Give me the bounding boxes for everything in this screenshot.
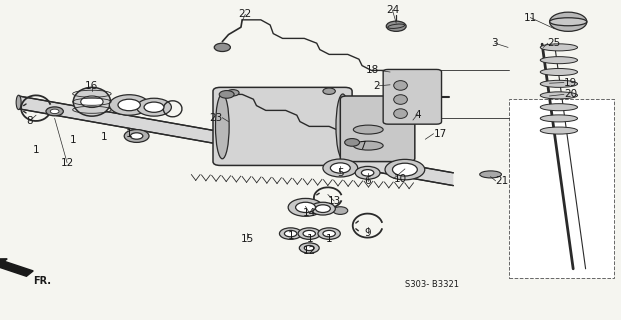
Text: 13: 13: [327, 196, 341, 206]
Circle shape: [323, 159, 358, 177]
Ellipse shape: [16, 95, 21, 109]
Circle shape: [323, 88, 335, 94]
Text: 25: 25: [548, 38, 561, 48]
Text: 1: 1: [70, 135, 76, 145]
Ellipse shape: [540, 68, 578, 76]
Text: 17: 17: [433, 129, 446, 139]
Ellipse shape: [540, 92, 578, 99]
Circle shape: [279, 228, 302, 239]
Text: 2: 2: [373, 81, 379, 91]
FancyBboxPatch shape: [340, 96, 415, 162]
FancyBboxPatch shape: [383, 69, 442, 124]
Circle shape: [310, 202, 335, 215]
Ellipse shape: [480, 171, 502, 178]
Text: 22: 22: [238, 9, 252, 20]
Circle shape: [361, 170, 374, 176]
Text: 7: 7: [359, 140, 366, 151]
Ellipse shape: [394, 95, 407, 104]
FancyArrow shape: [0, 259, 33, 276]
Ellipse shape: [394, 81, 407, 90]
Circle shape: [81, 96, 103, 108]
Text: 23: 23: [209, 113, 222, 123]
Ellipse shape: [540, 44, 578, 51]
Circle shape: [355, 166, 380, 179]
FancyBboxPatch shape: [213, 87, 352, 165]
Circle shape: [144, 102, 164, 112]
Text: S303- B3321: S303- B3321: [405, 280, 459, 289]
Text: 24: 24: [386, 5, 399, 15]
Ellipse shape: [540, 104, 578, 111]
Circle shape: [118, 99, 140, 111]
Circle shape: [323, 230, 335, 237]
Text: 1: 1: [33, 145, 39, 155]
Text: 20: 20: [564, 89, 577, 100]
Ellipse shape: [353, 141, 383, 150]
Bar: [509, 99, 614, 278]
Text: 19: 19: [564, 77, 577, 88]
Text: 18: 18: [366, 65, 379, 76]
Circle shape: [227, 90, 239, 96]
Circle shape: [46, 107, 63, 116]
Circle shape: [333, 207, 348, 214]
Ellipse shape: [550, 18, 587, 26]
Ellipse shape: [540, 57, 578, 64]
Text: 6: 6: [365, 176, 371, 186]
Circle shape: [219, 91, 234, 98]
Circle shape: [284, 230, 297, 237]
Text: 8: 8: [27, 116, 33, 126]
Circle shape: [330, 163, 350, 173]
Ellipse shape: [215, 94, 229, 159]
Text: 9: 9: [365, 228, 371, 238]
Polygon shape: [19, 96, 453, 186]
Circle shape: [298, 228, 320, 239]
Circle shape: [315, 205, 330, 212]
Text: 1: 1: [307, 234, 313, 244]
Text: 16: 16: [85, 81, 99, 91]
Circle shape: [318, 228, 340, 239]
Circle shape: [124, 130, 149, 142]
Text: 12: 12: [60, 157, 74, 168]
Text: 1: 1: [288, 231, 294, 241]
Ellipse shape: [540, 80, 578, 87]
Ellipse shape: [394, 109, 407, 118]
Circle shape: [550, 12, 587, 31]
Circle shape: [299, 243, 319, 253]
Text: 5: 5: [337, 168, 343, 179]
Circle shape: [130, 133, 143, 139]
Text: 11: 11: [524, 12, 537, 23]
Text: 1: 1: [326, 234, 332, 244]
Circle shape: [386, 21, 406, 31]
Circle shape: [303, 230, 315, 237]
Text: 4: 4: [414, 109, 420, 120]
Text: 3: 3: [492, 38, 498, 48]
Circle shape: [392, 163, 417, 176]
Ellipse shape: [540, 127, 578, 134]
Text: 1: 1: [126, 129, 132, 139]
Text: FR.: FR.: [33, 276, 51, 286]
Text: 15: 15: [240, 234, 254, 244]
Circle shape: [50, 109, 59, 114]
Circle shape: [385, 159, 425, 180]
Ellipse shape: [540, 115, 578, 122]
Text: 14: 14: [302, 208, 316, 218]
Circle shape: [345, 139, 360, 146]
Text: 1: 1: [101, 132, 107, 142]
Text: 21: 21: [496, 176, 509, 186]
Text: 10: 10: [394, 173, 407, 184]
Circle shape: [137, 98, 171, 116]
Circle shape: [288, 198, 323, 216]
Ellipse shape: [353, 125, 383, 134]
Text: 12: 12: [302, 246, 316, 256]
Circle shape: [109, 95, 149, 115]
Ellipse shape: [73, 87, 111, 116]
Circle shape: [214, 43, 230, 52]
Circle shape: [304, 245, 314, 251]
Ellipse shape: [336, 94, 350, 159]
Circle shape: [296, 202, 315, 212]
